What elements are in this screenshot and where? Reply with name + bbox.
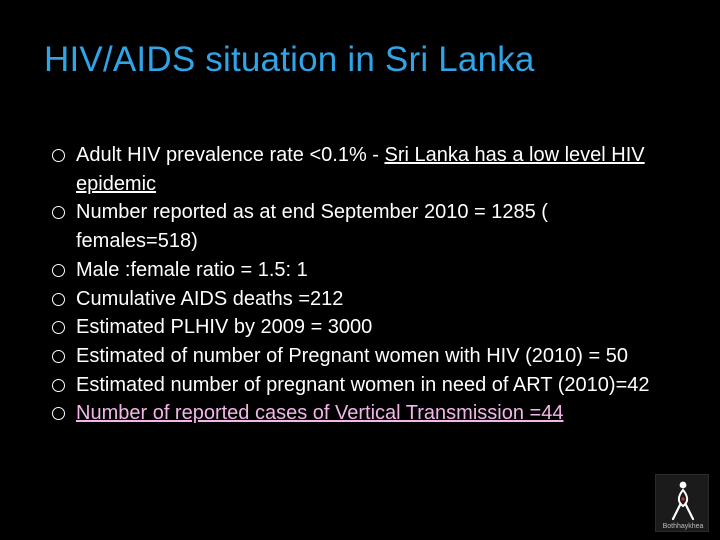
hollow-circle-bullet-icon [52, 263, 65, 277]
bullet-sex-ratio: Male :female ratio = 1.5: 1 [52, 256, 664, 285]
hollow-circle-bullet-icon [52, 206, 65, 220]
bullet-reported-number: Number reported as at end September 2010… [52, 198, 664, 255]
red-ribbon-figure-icon: Bothhaykhea [663, 481, 704, 530]
hollow-circle-bullet-icon [52, 149, 65, 162]
bullet-aids-deaths: Cumulative AIDS deaths =212 [52, 285, 664, 314]
bullet-art-need: Estimated number of pregnant women in ne… [52, 371, 664, 400]
vertical-transmission-link[interactable]: Number of reported cases of Vertical Tra… [76, 402, 564, 425]
bullet-plhiv: Estimated PLHIV by 2009 = 3000 [52, 313, 664, 342]
bullet-prevalence-text: Adult HIV prevalence rate <0.1% - [76, 144, 385, 166]
bullet-vertical-transmission: Number of reported cases of Vertical Tra… [52, 399, 664, 428]
bullet-pregnant-hiv: Estimated of number of Pregnant women wi… [52, 342, 664, 371]
bullet-pregnant-hiv-text: Estimated of number of Pregnant women wi… [76, 344, 628, 367]
bullet-plhiv-text: Estimated PLHIV by 2009 = 3000 [76, 316, 373, 339]
hollow-circle-bullet-icon [52, 407, 65, 421]
hollow-circle-bullet-icon [52, 378, 65, 392]
bullet-art-need-text: Estimated number of pregnant women in ne… [76, 373, 650, 396]
slide-title: HIV/AIDS situation in Sri Lanka [44, 40, 535, 79]
bullet-sex-ratio-text: Male :female ratio = 1.5: 1 [76, 258, 308, 281]
bullet-reported-number-text: Number reported as at end September 2010… [76, 201, 548, 253]
hollow-circle-bullet-icon [52, 321, 65, 335]
hollow-circle-bullet-icon [52, 349, 65, 363]
low-level-epidemic-link[interactable]: Sri Lanka has a low level HIV epidemic [76, 144, 645, 195]
bullet-aids-deaths-text: Cumulative AIDS deaths =212 [76, 287, 344, 310]
logo-badge: Bothhaykhea [655, 474, 709, 532]
bullet-list: Adult HIV prevalence rate <0.1% - Sri La… [52, 141, 664, 428]
hollow-circle-bullet-icon [52, 292, 65, 306]
bullet-prevalence: Adult HIV prevalence rate <0.1% - Sri La… [52, 141, 664, 198]
logo-caption: Bothhaykhea [663, 523, 704, 530]
